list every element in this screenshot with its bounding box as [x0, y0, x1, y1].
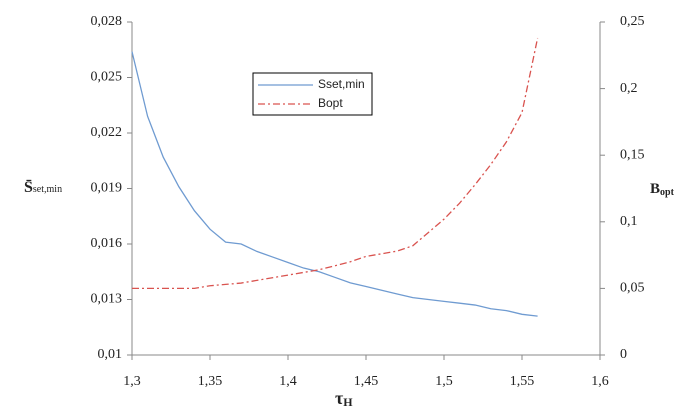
y2-tick-label: 0: [620, 347, 627, 362]
y2-label-symbol: B: [650, 181, 660, 197]
y-tick-label: 0,022: [91, 125, 123, 140]
y2-tick-label: 0,1: [620, 214, 638, 229]
series-line: [132, 37, 539, 290]
y-tick-label: 0,028: [91, 14, 123, 29]
x-label-subscript: H: [343, 395, 353, 409]
y2-label-subscript: opt: [660, 187, 675, 198]
y-tick-label: 0,019: [91, 181, 123, 196]
x-label-symbol: τ: [335, 388, 344, 408]
x-tick-label: 1,45: [354, 374, 379, 389]
y-tick-label: 0,01: [98, 347, 123, 362]
series-line: [131, 51, 538, 317]
y-tick-label: 0,025: [91, 70, 123, 85]
legend: [252, 72, 373, 116]
y2-tick-label: 0,05: [620, 281, 645, 296]
legend-label: Sset,min: [318, 77, 365, 91]
y2-tick-label: 0,2: [620, 81, 638, 96]
legend-label: Bopt: [318, 96, 343, 110]
x-tick-label: 1,5: [435, 374, 453, 389]
y-tick-label: 0,013: [91, 292, 123, 307]
y-label-symbol: S̄: [24, 177, 33, 196]
x-tick-label: 1,35: [198, 374, 223, 389]
y2-tick-label: 0,25: [620, 14, 645, 29]
x-tick-label: 1,6: [591, 374, 609, 389]
x-tick-label: 1,55: [510, 374, 535, 389]
y2-tick-label: 0,15: [620, 147, 645, 162]
y-axis-label: S̄set,min: [24, 177, 62, 196]
y2-axis-label: Bopt: [650, 181, 675, 198]
x-tick-label: 1,3: [123, 374, 141, 389]
x-tick-label: 1,4: [279, 374, 297, 389]
x-axis-label: τH: [335, 388, 353, 409]
y-label-subscript: set,min: [33, 184, 62, 195]
y-tick-label: 0,016: [91, 236, 123, 251]
